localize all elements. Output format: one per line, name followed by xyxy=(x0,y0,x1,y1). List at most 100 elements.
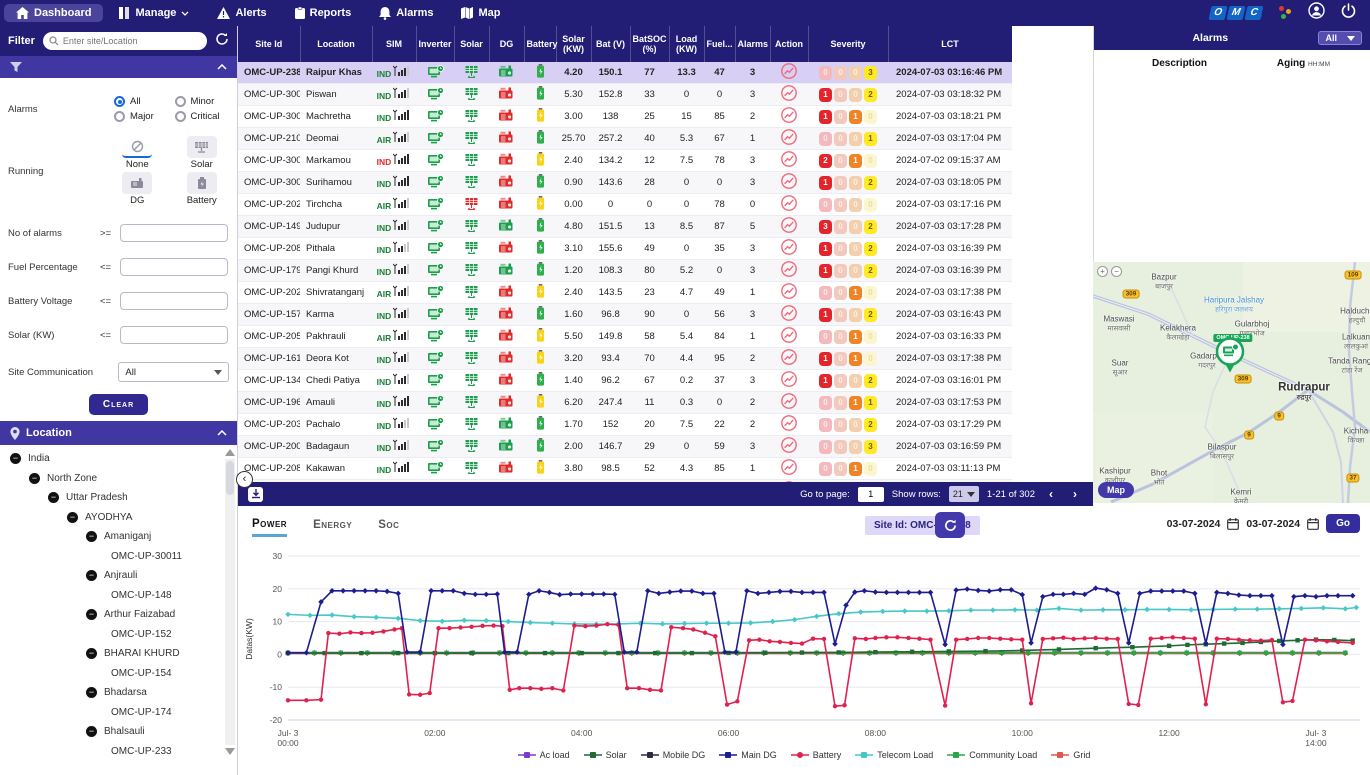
site-id-cell[interactable]: OMC-UP-179 xyxy=(238,259,300,282)
site-marker-icon[interactable] xyxy=(1215,336,1245,379)
trend-action-icon[interactable] xyxy=(780,260,798,278)
collapse-sidebar-button[interactable]: ‹ xyxy=(236,471,253,488)
collapse-node-icon[interactable]: − xyxy=(86,726,97,738)
site-id-cell[interactable]: OMC-UP-196 xyxy=(238,391,300,414)
table-row[interactable]: OMC-UP-2052PakhrauliAIR5.50149.8585.4841… xyxy=(238,325,1012,348)
alarms-filter-select[interactable]: All xyxy=(1318,31,1362,45)
tree-item[interactable]: − Bhadarsa xyxy=(0,683,237,703)
nav-alarms[interactable]: Alarms xyxy=(367,4,445,23)
site-id-cell[interactable]: OMC-UP-2080 xyxy=(238,237,300,260)
site-id-cell[interactable]: OMC-UP-30027 xyxy=(238,171,300,194)
action-cell[interactable] xyxy=(770,105,808,128)
trend-action-icon[interactable] xyxy=(780,84,798,102)
tree-scrollbar[interactable] xyxy=(225,449,235,755)
col-header[interactable]: Severity xyxy=(808,26,889,62)
tab-soc[interactable]: Soc xyxy=(378,519,400,531)
refresh-icon[interactable] xyxy=(215,32,229,51)
action-cell[interactable] xyxy=(770,83,808,106)
action-cell[interactable] xyxy=(770,149,808,172)
tree-item[interactable]: − BHARAI KHURD xyxy=(0,644,237,664)
nav-reports[interactable]: Reports xyxy=(283,4,364,22)
nav-dashboard[interactable]: Dashboard xyxy=(4,4,104,22)
trend-action-icon[interactable] xyxy=(780,304,798,322)
tree-leaf-site[interactable]: OMC-UP-154 xyxy=(111,667,172,679)
site-id-cell[interactable]: OMC-UP-30007 xyxy=(238,105,300,128)
site-id-cell[interactable]: OMC-UP-238 xyxy=(238,62,300,84)
tree-leaf-site[interactable]: OMC-UP-148 xyxy=(111,589,172,601)
col-header[interactable]: Bat (V) xyxy=(591,26,631,62)
site-id-cell[interactable]: OMC-UP-2023 xyxy=(238,281,300,304)
prev-page-button[interactable]: ‹ xyxy=(1049,487,1053,501)
legend-item[interactable]: Telecom Load xyxy=(855,750,933,760)
table-row[interactable]: OMC-UP-2003BadagaunIND2.00146.7290593000… xyxy=(238,435,1012,458)
site-id-cell[interactable]: OMC-UP-30026 xyxy=(238,149,300,172)
tree-leaf-site[interactable]: OMC-UP-174 xyxy=(111,706,172,718)
tree-item[interactable]: − Bhalsauli xyxy=(0,722,237,742)
col-header[interactable]: DG xyxy=(489,26,525,62)
collapse-node-icon[interactable]: − xyxy=(86,570,97,582)
map[interactable]: + − Bazpur बाजपुर Haripura Jalshay हरिपुरा ज… xyxy=(1093,262,1370,503)
rows-per-page-select[interactable]: 21 xyxy=(948,486,979,502)
tree-item[interactable]: − AYODHYA xyxy=(0,508,237,528)
action-cell[interactable] xyxy=(770,325,808,348)
tree-item[interactable]: − Arthur Faizabad xyxy=(0,605,237,625)
collapse-node-icon[interactable]: − xyxy=(86,687,97,699)
next-page-button[interactable]: › xyxy=(1073,487,1077,501)
location-section-header[interactable]: Location xyxy=(0,421,237,445)
site-id-cell[interactable]: OMC-UP-208 xyxy=(238,457,300,480)
trend-action-icon[interactable] xyxy=(780,370,798,388)
trend-action-icon[interactable] xyxy=(780,62,798,80)
table-row[interactable]: OMC-UP-208 Kakawan IND 3.80 98.5 52 4.3 85 1 0 0 1 0… xyxy=(238,457,1012,480)
table-row[interactable]: OMC-UP-30008PiswanIND5.30152.83300310022… xyxy=(238,83,1012,106)
action-cell[interactable] xyxy=(770,62,808,84)
col-header[interactable]: Battery xyxy=(524,26,558,62)
nav-map[interactable]: Map xyxy=(449,4,512,22)
alarm-radio-major[interactable]: Major xyxy=(114,111,169,122)
table-row[interactable]: OMC-UP-161 Deora Kot IND 3.20 93.4 70 4.4 95 2 1 0… xyxy=(238,347,1012,370)
trend-action-icon[interactable] xyxy=(780,106,798,124)
collapse-node-icon[interactable]: − xyxy=(48,492,59,504)
action-cell[interactable] xyxy=(770,215,808,238)
tab-power[interactable]: Power xyxy=(252,518,288,537)
col-header[interactable]: LCT xyxy=(888,26,1013,62)
tree-item[interactable]: − North Zone xyxy=(0,469,237,489)
site-id-cell[interactable]: OMC-UP-2003 xyxy=(238,435,300,458)
fuel-percentage-input[interactable] xyxy=(120,258,228,276)
calendar-icon[interactable] xyxy=(1227,517,1240,530)
table-row[interactable]: OMC-UP-2106DeomaiAIR25.70257.2405.367100… xyxy=(238,127,1012,150)
search-input[interactable] xyxy=(42,32,207,50)
legend-item[interactable]: Mobile DG xyxy=(640,750,705,760)
trend-action-icon[interactable] xyxy=(780,282,798,300)
profile-icon[interactable] xyxy=(1308,2,1325,24)
col-header[interactable]: BatSOC (%) xyxy=(630,26,670,62)
site-id-cell[interactable]: OMC-UP-161 xyxy=(238,347,300,370)
clear-button[interactable]: Clear xyxy=(88,394,149,415)
action-cell[interactable] xyxy=(770,127,808,150)
tree-item[interactable]: − Uttar Pradesh xyxy=(0,488,237,508)
table-row[interactable]: OMC-UP-2030PachaloIND1.70152207.52220002… xyxy=(238,413,1012,436)
trend-action-icon[interactable] xyxy=(780,194,798,212)
site-id-cell[interactable]: OMC-UP-2024 xyxy=(238,193,300,216)
tree-item[interactable]: − Amaniganj xyxy=(0,527,237,547)
col-header[interactable]: Action xyxy=(770,26,809,62)
action-cell[interactable] xyxy=(770,259,808,282)
collapse-node-icon[interactable]: − xyxy=(86,531,97,543)
site-id-cell[interactable]: OMC-UP-30008 xyxy=(238,83,300,106)
site-id-cell[interactable]: OMC-UP-2106 xyxy=(238,127,300,150)
trend-action-icon[interactable] xyxy=(780,348,798,366)
map-zoom-controls[interactable]: + − xyxy=(1097,266,1122,277)
col-header[interactable]: Alarms xyxy=(735,26,771,62)
action-cell[interactable] xyxy=(770,435,808,458)
go-button[interactable]: Go xyxy=(1326,514,1360,533)
alarm-radio-all[interactable]: All xyxy=(114,96,169,107)
nav-alerts[interactable]: Alerts xyxy=(205,4,278,22)
col-header[interactable]: Fuel... xyxy=(704,26,736,62)
date-from-value[interactable]: 03-07-2024 xyxy=(1166,517,1221,530)
map-button[interactable]: Map xyxy=(1098,482,1134,498)
running-solar-button[interactable]: Solar xyxy=(175,136,230,170)
trend-action-icon[interactable] xyxy=(780,238,798,256)
table-row[interactable]: OMC-UP-2080PithalaIND3.10155.64903531002… xyxy=(238,237,1012,260)
legend-item[interactable]: Main DG xyxy=(719,750,777,760)
col-header[interactable]: Load (KW) xyxy=(669,26,705,62)
